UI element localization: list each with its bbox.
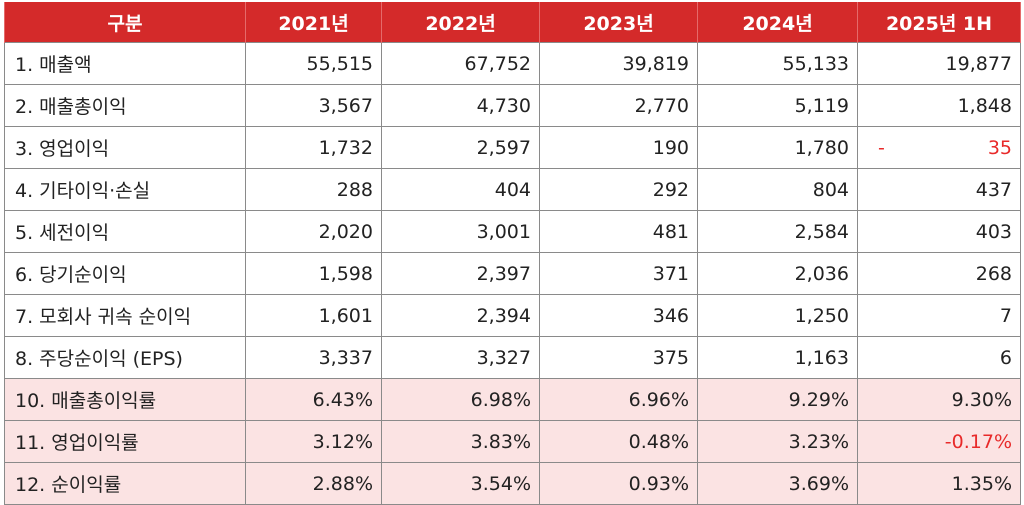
table-row-ratio: 12. 순이익률 2.88% 3.54% 0.93% 3.69% 1.35% xyxy=(4,462,1021,505)
cell-value: 292 xyxy=(539,168,698,211)
row-label: 11. 영업이익률 xyxy=(4,420,246,463)
cell-value: 1,250 xyxy=(697,294,858,337)
table-row: 4. 기타이익·손실 288 404 292 804 437 xyxy=(4,168,1021,211)
cell-value: 19,877 xyxy=(857,42,1021,85)
negative-amount: 35 xyxy=(987,136,1012,159)
table-row: 8. 주당순이익 (EPS) 3,337 3,327 375 1,163 6 xyxy=(4,336,1021,379)
cell-value: 9.29% xyxy=(697,378,858,421)
cell-value: 67,752 xyxy=(381,42,540,85)
table-row: 3. 영업이익 1,732 2,597 190 1,780 - 35 xyxy=(4,126,1021,169)
cell-value: 1,598 xyxy=(245,252,382,295)
cell-value: 39,819 xyxy=(539,42,698,85)
table-body: 1. 매출액 55,515 67,752 39,819 55,133 19,87… xyxy=(4,42,1021,505)
table-row-ratio: 10. 매출총이익률 6.43% 6.98% 6.96% 9.29% 9.30% xyxy=(4,378,1021,421)
table-row: 1. 매출액 55,515 67,752 39,819 55,133 19,87… xyxy=(4,42,1021,85)
cell-value: 3.12% xyxy=(245,420,382,463)
header-2025-1h: 2025년 1H xyxy=(857,2,1021,43)
cell-value: 55,133 xyxy=(697,42,858,85)
cell-value: 375 xyxy=(539,336,698,379)
cell-value-negative: -0.17% xyxy=(857,420,1021,463)
cell-value: 6.96% xyxy=(539,378,698,421)
cell-value: 9.30% xyxy=(857,378,1021,421)
cell-value: 6.98% xyxy=(381,378,540,421)
cell-value: 6 xyxy=(857,336,1021,379)
row-label: 10. 매출총이익률 xyxy=(4,378,246,421)
cell-value: 2,020 xyxy=(245,210,382,253)
cell-value: 371 xyxy=(539,252,698,295)
cell-value-negative: - 35 xyxy=(857,126,1021,169)
cell-value: 268 xyxy=(857,252,1021,295)
negative-sign: - xyxy=(878,136,885,159)
cell-value: 3,327 xyxy=(381,336,540,379)
cell-value: 3,337 xyxy=(245,336,382,379)
cell-value: 1,601 xyxy=(245,294,382,337)
header-category: 구분 xyxy=(4,2,246,43)
row-label: 2. 매출총이익 xyxy=(4,84,246,127)
cell-value: 3.23% xyxy=(697,420,858,463)
cell-value: 3.54% xyxy=(381,462,540,505)
row-label: 7. 모회사 귀속 순이익 xyxy=(4,294,246,337)
header-row: 구분 2021년 2022년 2023년 2024년 2025년 1H xyxy=(4,2,1021,43)
row-label: 3. 영업이익 xyxy=(4,126,246,169)
header-2024: 2024년 xyxy=(697,2,858,43)
table-row-ratio: 11. 영업이익률 3.12% 3.83% 0.48% 3.23% -0.17% xyxy=(4,420,1021,463)
cell-value: 481 xyxy=(539,210,698,253)
cell-value: 804 xyxy=(697,168,858,211)
financial-summary-table-container: 구분 2021년 2022년 2023년 2024년 2025년 1H 1. 매… xyxy=(4,2,1021,505)
cell-value: 5,119 xyxy=(697,84,858,127)
cell-value: 1,732 xyxy=(245,126,382,169)
table-row: 5. 세전이익 2,020 3,001 481 2,584 403 xyxy=(4,210,1021,253)
cell-value: 1,163 xyxy=(697,336,858,379)
cell-value: 403 xyxy=(857,210,1021,253)
cell-value: 2,394 xyxy=(381,294,540,337)
cell-value: 288 xyxy=(245,168,382,211)
cell-value: 437 xyxy=(857,168,1021,211)
row-label: 12. 순이익률 xyxy=(4,462,246,505)
cell-value: 1,848 xyxy=(857,84,1021,127)
table-row: 6. 당기순이익 1,598 2,397 371 2,036 268 xyxy=(4,252,1021,295)
header-2023: 2023년 xyxy=(539,2,698,43)
row-label: 4. 기타이익·손실 xyxy=(4,168,246,211)
financial-summary-table: 구분 2021년 2022년 2023년 2024년 2025년 1H 1. 매… xyxy=(4,2,1021,505)
table-row: 2. 매출총이익 3,567 4,730 2,770 5,119 1,848 xyxy=(4,84,1021,127)
cell-value: 2,584 xyxy=(697,210,858,253)
table-header: 구분 2021년 2022년 2023년 2024년 2025년 1H xyxy=(4,2,1021,43)
table-row: 7. 모회사 귀속 순이익 1,601 2,394 346 1,250 7 xyxy=(4,294,1021,337)
cell-value: 1.35% xyxy=(857,462,1021,505)
cell-value: 346 xyxy=(539,294,698,337)
cell-value: 7 xyxy=(857,294,1021,337)
cell-value: 1,780 xyxy=(697,126,858,169)
row-label: 5. 세전이익 xyxy=(4,210,246,253)
header-2021: 2021년 xyxy=(245,2,382,43)
cell-value: 0.48% xyxy=(539,420,698,463)
cell-value: 190 xyxy=(539,126,698,169)
cell-value: 2,770 xyxy=(539,84,698,127)
cell-value: 2.88% xyxy=(245,462,382,505)
cell-value: 3,001 xyxy=(381,210,540,253)
cell-value: 4,730 xyxy=(381,84,540,127)
cell-value: 3.83% xyxy=(381,420,540,463)
cell-value: 55,515 xyxy=(245,42,382,85)
cell-value: 2,397 xyxy=(381,252,540,295)
cell-value: 2,036 xyxy=(697,252,858,295)
cell-value: 6.43% xyxy=(245,378,382,421)
row-label: 8. 주당순이익 (EPS) xyxy=(4,336,246,379)
row-label: 1. 매출액 xyxy=(4,42,246,85)
cell-value: 0.93% xyxy=(539,462,698,505)
header-2022: 2022년 xyxy=(381,2,540,43)
row-label: 6. 당기순이익 xyxy=(4,252,246,295)
cell-value: 2,597 xyxy=(381,126,540,169)
cell-value: 3.69% xyxy=(697,462,858,505)
cell-value: 3,567 xyxy=(245,84,382,127)
cell-value: 404 xyxy=(381,168,540,211)
